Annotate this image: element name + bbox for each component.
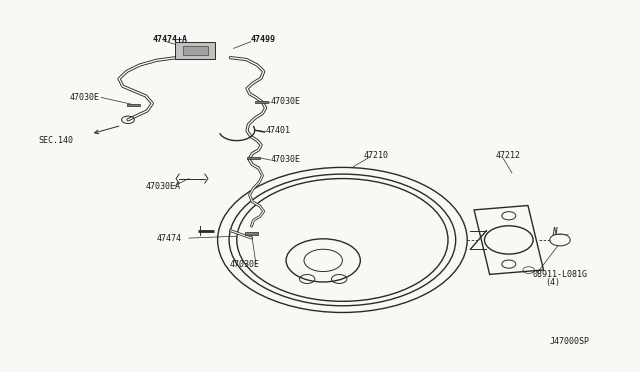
Text: 47030E: 47030E: [270, 155, 300, 164]
Text: 47030E: 47030E: [69, 93, 99, 102]
Bar: [127, 104, 140, 106]
Text: 47210: 47210: [364, 151, 388, 160]
Text: 47474+A: 47474+A: [152, 35, 188, 44]
Text: (4): (4): [545, 278, 560, 287]
Bar: [247, 157, 260, 160]
Bar: [245, 232, 258, 235]
Text: 47401: 47401: [266, 126, 291, 135]
Text: J47000SP: J47000SP: [549, 337, 589, 346]
Text: 47499: 47499: [251, 35, 276, 44]
Text: 47030EA: 47030EA: [146, 182, 181, 190]
Bar: [255, 101, 268, 103]
Text: SEC.140: SEC.140: [38, 136, 74, 145]
Text: 47212: 47212: [496, 151, 521, 160]
Text: 08911-L081G: 08911-L081G: [532, 270, 588, 279]
FancyBboxPatch shape: [175, 42, 215, 59]
Text: 47030E: 47030E: [229, 260, 259, 269]
Text: 47030E: 47030E: [270, 97, 300, 106]
FancyBboxPatch shape: [183, 46, 207, 55]
Text: 47474: 47474: [157, 234, 182, 243]
Text: N: N: [552, 227, 557, 236]
